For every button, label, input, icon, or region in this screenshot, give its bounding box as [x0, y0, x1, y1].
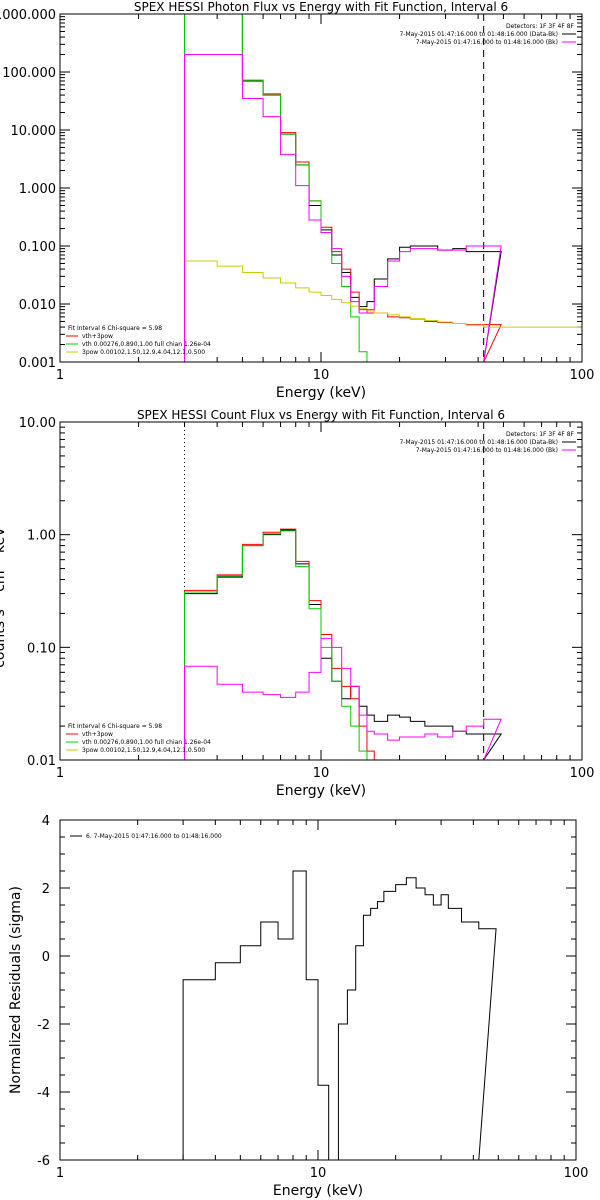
series-line-2 [184, 528, 375, 760]
panel-3: 1 10 100 -6 -4 -2 0 2 4 Energy (keV) Normalized Re… [8, 814, 588, 1199]
y-tick-label: 10.000 [11, 124, 57, 139]
series-group [182, 870, 497, 1160]
x-axis-label: Energy (keV) [276, 385, 366, 401]
plot-frame [59, 421, 583, 761]
x-tick-label: 100 [570, 766, 595, 781]
legend-label: 6. 7-May-2015 01:47:16.000 to 01:48:16.0… [86, 833, 222, 840]
y-tick-label: 1.00 [27, 529, 56, 544]
chart-title: SPEX HESSI Photon Flux vs Energy with Fi… [134, 0, 508, 14]
x-tick-label: 1 [56, 766, 64, 781]
x-tick-label: 100 [570, 368, 595, 383]
series-line-1 [184, 529, 503, 760]
legend-label: 7-May-2015 01:47:16.000 to 01:48:16.000 … [416, 39, 558, 46]
fit-info-label: 3pow 0.00102,1.50,12.9,4.04,12.1,0.500 [82, 747, 205, 754]
series-group [184, 528, 503, 760]
legend-label: 7-May-2015 01:47:16.000 to 01:48:16.000 … [399, 31, 558, 38]
fit-info-label: Fit Interval 6 Chi-square = 5.98 [68, 325, 162, 332]
y-tick-label: 0.100 [19, 240, 56, 255]
legend-header: Detectors: 1F 3F 4F 8F [506, 23, 575, 30]
plot-frame [59, 13, 583, 363]
y-tick-label: 100.000 [2, 66, 56, 81]
y-axis-label: Normalized Residuals (sigma) [8, 886, 24, 1094]
panel-2: SPEX HESSI Count Flux vs Energy with Fit… [0, 408, 594, 799]
x-axis-label: Energy (keV) [273, 1183, 363, 1199]
series-line-4 [184, 637, 502, 760]
legend-header: Detectors: 1F 3F 4F 8F [506, 431, 575, 438]
y-tick-label: 0.010 [19, 298, 56, 313]
y-tick-label: 10.00 [19, 416, 56, 431]
series-line-2 [184, 14, 502, 362]
y-tick-label: 0 [42, 950, 50, 965]
y-tick-label: 0.10 [27, 641, 56, 656]
x-tick-label: 10 [313, 766, 330, 781]
series-line-4 [184, 260, 582, 362]
y-tick-label: 0.01 [27, 754, 56, 769]
fit-info-label: 3pow 0.00102,1.50,12.9,4.04,12.1,0.500 [82, 349, 205, 356]
series-line-1 [182, 870, 497, 1160]
fit-info-label: vth 0.00276,0.890,1.00 full chian 1.26e-… [82, 341, 211, 348]
series-group [184, 14, 582, 362]
panel-1: SPEX HESSI Photon Flux vs Energy with Fi… [0, 0, 595, 401]
y-tick-label: 1.000 [19, 182, 56, 197]
plot-frame [59, 819, 577, 1161]
series-line-1 [184, 14, 502, 362]
legend-label: 7-May-2015 01:47:16.000 to 01:48:16.000 … [399, 439, 558, 446]
y-tick-label: 1000.000 [0, 8, 56, 23]
series-line-3 [184, 14, 368, 362]
y-axis-label: counts s⁻¹ cm⁻² keV⁻¹ [0, 514, 8, 668]
y-tick-label: -4 [37, 1086, 50, 1101]
x-tick-label: 1 [56, 1166, 64, 1181]
x-axis-label: Energy (keV) [276, 783, 366, 799]
fit-info-label: vth 0.00276,0.890,1.00 full chian 1.26e-… [82, 739, 211, 746]
fit-info-label: vth+3pow [82, 731, 113, 738]
chart-title: SPEX HESSI Count Flux vs Energy with Fit… [137, 408, 505, 422]
x-tick-label: 10 [310, 1166, 327, 1181]
y-tick-label: 2 [42, 882, 50, 897]
series-line-5 [184, 54, 502, 362]
x-tick-label: 100 [564, 1166, 589, 1181]
y-tick-label: 4 [42, 814, 50, 829]
fit-info-label: Fit Interval 6 Chi-square = 5.98 [68, 723, 162, 730]
legend-label: 7-May-2015 01:47:16.000 to 01:48:16.000 … [416, 447, 558, 454]
y-tick-label: -2 [37, 1018, 50, 1033]
series-line-3 [184, 530, 375, 760]
y-tick-label: 0.001 [19, 356, 56, 371]
fit-info-label: vth+3pow [82, 333, 113, 340]
y-tick-label: -6 [37, 1154, 50, 1169]
x-tick-label: 10 [313, 368, 330, 383]
x-tick-label: 1 [56, 368, 64, 383]
